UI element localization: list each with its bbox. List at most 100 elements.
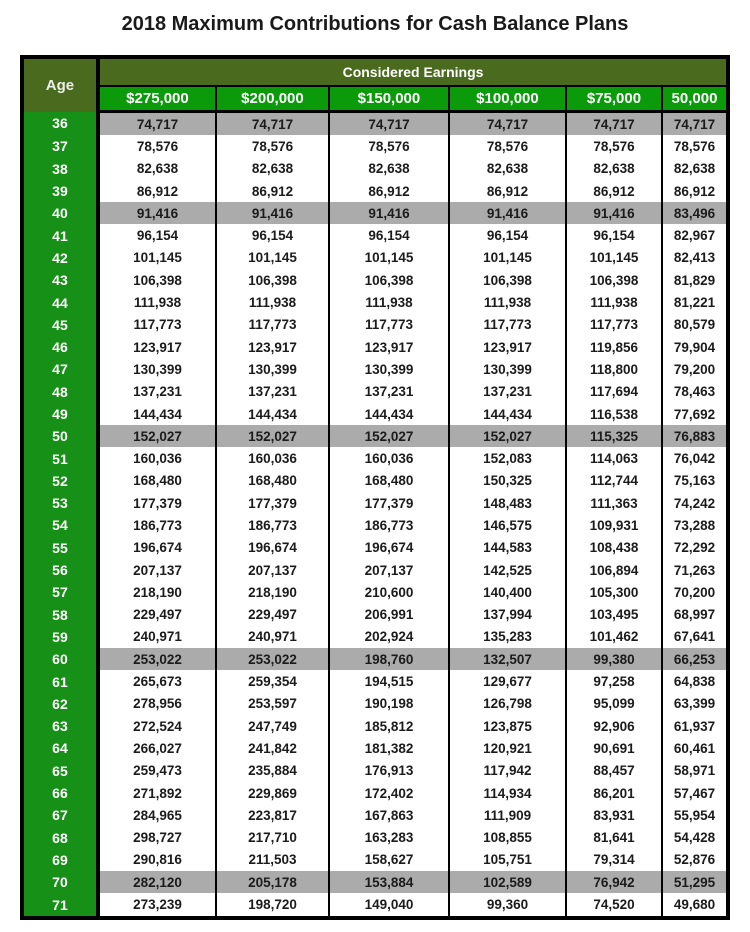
value-cell: 229,497 <box>96 603 216 626</box>
value-cell: 60,461 <box>660 737 729 760</box>
value-cell: 278,956 <box>96 692 216 716</box>
value-cell: 70,200 <box>660 581 729 604</box>
table-row: 70 282,120 205,178 153,884 102,589 76,942 51,2… <box>21 871 729 894</box>
value-cell: 86,912 <box>564 179 662 203</box>
age-cell: 43 <box>21 269 100 292</box>
table-row: 69 290,816 211,503 158,627 105,751 79,314 52,8… <box>21 848 729 872</box>
value-cell: 153,884 <box>327 871 449 894</box>
value-cell: 135,283 <box>447 625 566 649</box>
value-cell: 282,120 <box>96 871 216 894</box>
value-cell: 148,483 <box>447 492 566 515</box>
table-row: 38 82,638 82,638 82,638 82,638 82,638 82,638 <box>21 157 729 180</box>
table-row: 59 240,971 240,971 202,924 135,283 101,462 67,… <box>21 625 729 649</box>
value-cell: 86,912 <box>327 179 449 203</box>
value-cell: 78,576 <box>564 135 662 158</box>
value-cell: 96,154 <box>96 224 216 247</box>
value-cell: 82,413 <box>660 246 729 270</box>
value-cell: 77,692 <box>660 402 729 426</box>
age-cell: 60 <box>21 648 100 671</box>
value-cell: 117,773 <box>214 313 329 336</box>
age-cell: 44 <box>21 291 100 314</box>
age-cell: 54 <box>21 514 100 537</box>
age-cell: 42 <box>21 246 100 270</box>
value-cell: 196,674 <box>327 536 449 559</box>
table-row: 66 271,892 229,869 172,402 114,934 86,201 57,4… <box>21 781 729 805</box>
value-cell: 82,638 <box>214 157 329 180</box>
value-cell: 117,773 <box>327 313 449 336</box>
age-column-header: Age <box>21 57 100 112</box>
value-cell: 137,231 <box>327 380 449 403</box>
value-cell: 91,416 <box>564 202 662 225</box>
value-cell: 177,379 <box>214 492 329 515</box>
age-cell: 48 <box>21 380 100 403</box>
age-cell: 37 <box>21 135 100 158</box>
value-cell: 186,773 <box>96 514 216 537</box>
value-cell: 130,399 <box>327 358 449 381</box>
value-cell: 99,360 <box>447 893 566 918</box>
value-cell: 74,717 <box>96 111 216 136</box>
banner-row: Age Considered Earnings <box>21 57 729 112</box>
value-cell: 101,145 <box>327 246 449 270</box>
age-cell: 50 <box>21 425 100 448</box>
value-cell: 86,912 <box>660 179 729 203</box>
value-cell: 101,145 <box>564 246 662 270</box>
age-cell: 45 <box>21 313 100 336</box>
value-cell: 90,691 <box>564 737 662 760</box>
value-cell: 88,457 <box>564 759 662 782</box>
value-cell: 86,912 <box>447 179 566 203</box>
table-row: 62 278,956 253,597 190,198 126,798 95,099 63,3… <box>21 692 729 716</box>
value-cell: 101,145 <box>214 246 329 270</box>
table-row: 41 96,154 96,154 96,154 96,154 96,154 82,967 <box>21 224 729 247</box>
value-cell: 130,399 <box>214 358 329 381</box>
value-cell: 298,727 <box>96 826 216 849</box>
table-row: 43 106,398 106,398 106,398 106,398 106,398 81,… <box>21 269 729 292</box>
value-cell: 152,027 <box>327 425 449 448</box>
value-cell: 96,154 <box>564 224 662 247</box>
value-cell: 196,674 <box>214 536 329 559</box>
earnings-column-header: 50,000 <box>660 86 729 113</box>
value-cell: 57,467 <box>660 781 729 805</box>
value-cell: 130,399 <box>447 358 566 381</box>
value-cell: 105,751 <box>447 848 566 872</box>
value-cell: 229,497 <box>214 603 329 626</box>
value-cell: 68,997 <box>660 603 729 626</box>
value-cell: 74,717 <box>660 111 729 136</box>
age-cell: 41 <box>21 224 100 247</box>
value-cell: 109,931 <box>564 514 662 537</box>
value-cell: 265,673 <box>96 670 216 693</box>
value-cell: 74,520 <box>564 893 662 918</box>
value-cell: 152,083 <box>447 447 566 470</box>
value-cell: 111,938 <box>564 291 662 314</box>
page-title: 2018 Maximum Contributions for Cash Bala… <box>121 13 629 35</box>
value-cell: 81,829 <box>660 269 729 292</box>
age-cell: 66 <box>21 781 100 805</box>
table-row: 42 101,145 101,145 101,145 101,145 101,145 82,… <box>21 246 729 270</box>
age-cell: 55 <box>21 536 100 559</box>
table-row: 55 196,674 196,674 196,674 144,583 108,438 72,… <box>21 536 729 559</box>
table-body: 36 74,717 74,717 74,717 74,717 74,717 74,717 37… <box>21 111 729 918</box>
age-cell: 46 <box>21 335 100 359</box>
value-cell: 117,773 <box>96 313 216 336</box>
table-row: 39 86,912 86,912 86,912 86,912 86,912 86,912 <box>21 179 729 203</box>
age-cell: 40 <box>21 202 100 225</box>
value-cell: 144,583 <box>447 536 566 559</box>
value-cell: 186,773 <box>327 514 449 537</box>
value-cell: 79,314 <box>564 848 662 872</box>
value-cell: 150,325 <box>447 469 566 493</box>
earnings-column-header: $200,000 <box>214 86 329 113</box>
age-cell: 47 <box>21 358 100 381</box>
earnings-column-header: $150,000 <box>327 86 449 113</box>
value-cell: 101,462 <box>564 625 662 649</box>
age-cell: 36 <box>21 111 100 136</box>
value-cell: 218,190 <box>214 581 329 604</box>
value-cell: 81,641 <box>564 826 662 849</box>
value-cell: 284,965 <box>96 804 216 827</box>
value-cell: 96,154 <box>214 224 329 247</box>
value-cell: 91,416 <box>447 202 566 225</box>
value-cell: 86,912 <box>96 179 216 203</box>
age-cell: 69 <box>21 848 100 872</box>
value-cell: 259,473 <box>96 759 216 782</box>
value-cell: 58,971 <box>660 759 729 782</box>
value-cell: 144,434 <box>447 402 566 426</box>
value-cell: 111,909 <box>447 804 566 827</box>
